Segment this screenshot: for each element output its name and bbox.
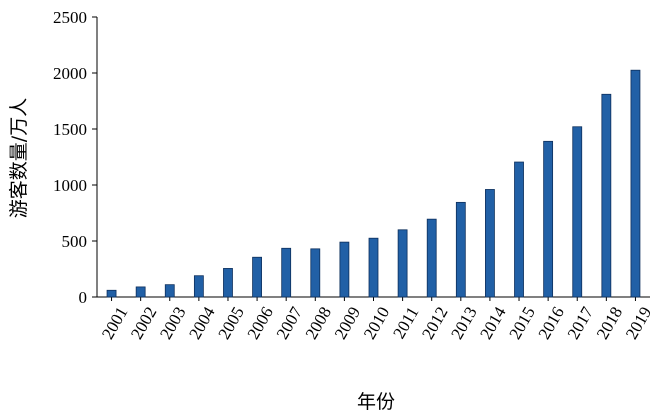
x-tick-label: 2005 [214,304,247,343]
x-tick-label: 2009 [331,304,364,343]
bar-2003 [164,284,175,298]
x-tick-label: 2008 [302,304,335,343]
bar-2009 [339,241,350,298]
x-tick-label: 2015 [505,304,538,343]
x-tick-label: 2006 [243,304,276,343]
bar-2002 [135,286,146,298]
bar-2015 [514,161,524,298]
x-tick-label: 2013 [447,304,480,343]
bar-2017 [572,126,583,298]
bar-2018 [601,93,612,298]
bar-2011 [397,229,408,298]
bar-2016 [543,140,554,298]
bar-2004 [193,275,204,298]
y-tick-label: 0 [79,288,88,307]
bar-2012 [426,218,437,298]
y-tick-label: 1500 [53,120,87,139]
y-tick-label: 1000 [53,176,87,195]
x-tick-label: 2017 [564,303,598,342]
bar-2008 [310,248,321,298]
x-tick-label: 2012 [418,304,451,343]
y-axis: 0 500 1000 1500 2000 2500 [53,8,98,307]
bar-2013 [455,201,466,298]
bar-2007 [281,247,292,298]
y-tick-label: 2500 [53,8,87,27]
x-tick-label: 2014 [476,303,510,342]
x-tick-label: 2003 [156,304,189,343]
x-tick-label: 2010 [360,304,393,343]
x-axis-title: 年份 [357,391,395,413]
bar-2006 [252,256,262,298]
bar-2010 [368,237,379,298]
bar-2019 [630,69,641,298]
x-tick-label: 2019 [622,304,650,343]
x-tick-label: 2016 [535,304,568,343]
bar-2014 [485,189,495,298]
x-tick-label: 2007 [273,303,307,342]
x-tick-label: 2002 [127,304,160,343]
y-tick-label: 2000 [53,64,87,83]
bar-2001 [106,289,117,298]
x-tick-label: 2011 [389,304,422,342]
bar-2005 [223,268,233,298]
x-tick-label: 2001 [98,304,131,343]
y-axis-title: 游客数量/万人 [8,98,30,218]
y-tick-label: 500 [62,232,88,251]
x-tick-label: 2004 [185,303,219,342]
x-tick-label: 2018 [593,304,626,343]
x-axis: 2001200220032004200520062007200820092010… [97,296,650,343]
bars [106,69,641,298]
